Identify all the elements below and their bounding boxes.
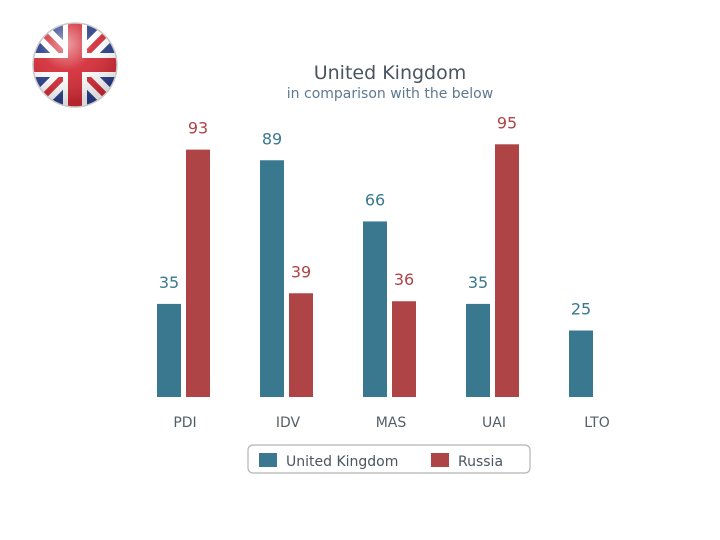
category-label-lto: LTO bbox=[584, 415, 609, 431]
legend-box bbox=[247, 444, 531, 474]
value-label-pdi-russia: 93 bbox=[188, 119, 208, 138]
bar-mas-russia bbox=[392, 301, 416, 397]
category-label-uai: UAI bbox=[482, 415, 506, 431]
bars-group: 35 93 89 39 66 36 35 95 25 bbox=[157, 113, 593, 397]
bar-mas-united-kingdom bbox=[363, 221, 387, 397]
legend-swatch-russia bbox=[431, 453, 449, 467]
value-label-idv-united-kingdom: 89 bbox=[262, 129, 282, 148]
legend: United Kingdom Russia bbox=[247, 444, 531, 474]
value-label-lto-united-kingdom: 25 bbox=[571, 300, 591, 319]
chart-title: United Kingdom bbox=[314, 62, 467, 84]
value-label-uai-united-kingdom: 35 bbox=[468, 273, 488, 292]
bar-uai-united-kingdom bbox=[466, 303, 490, 397]
bar-uai-russia bbox=[495, 144, 519, 397]
category-labels: PDI IDV MAS UAI LTO bbox=[173, 415, 609, 431]
category-label-idv: IDV bbox=[276, 415, 301, 431]
chart-subtitle: in comparison with the below bbox=[287, 86, 493, 102]
value-label-mas-united-kingdom: 66 bbox=[365, 190, 385, 209]
category-label-pdi: PDI bbox=[173, 415, 196, 431]
value-label-mas-russia: 36 bbox=[394, 270, 414, 289]
value-label-idv-russia: 39 bbox=[291, 262, 311, 281]
bar-pdi-russia bbox=[186, 149, 210, 397]
bar-pdi-united-kingdom bbox=[157, 303, 181, 397]
value-label-uai-russia: 95 bbox=[497, 113, 517, 132]
bar-idv-russia bbox=[289, 293, 313, 397]
legend-label-russia: Russia bbox=[458, 454, 503, 470]
uk-flag-icon bbox=[32, 22, 118, 108]
value-label-pdi-united-kingdom: 35 bbox=[159, 273, 179, 292]
bar-idv-united-kingdom bbox=[260, 160, 284, 397]
category-label-mas: MAS bbox=[376, 415, 407, 431]
bar-lto-united-kingdom bbox=[569, 330, 593, 397]
legend-swatch-united-kingdom bbox=[259, 453, 277, 467]
legend-label-united-kingdom: United Kingdom bbox=[286, 454, 398, 470]
